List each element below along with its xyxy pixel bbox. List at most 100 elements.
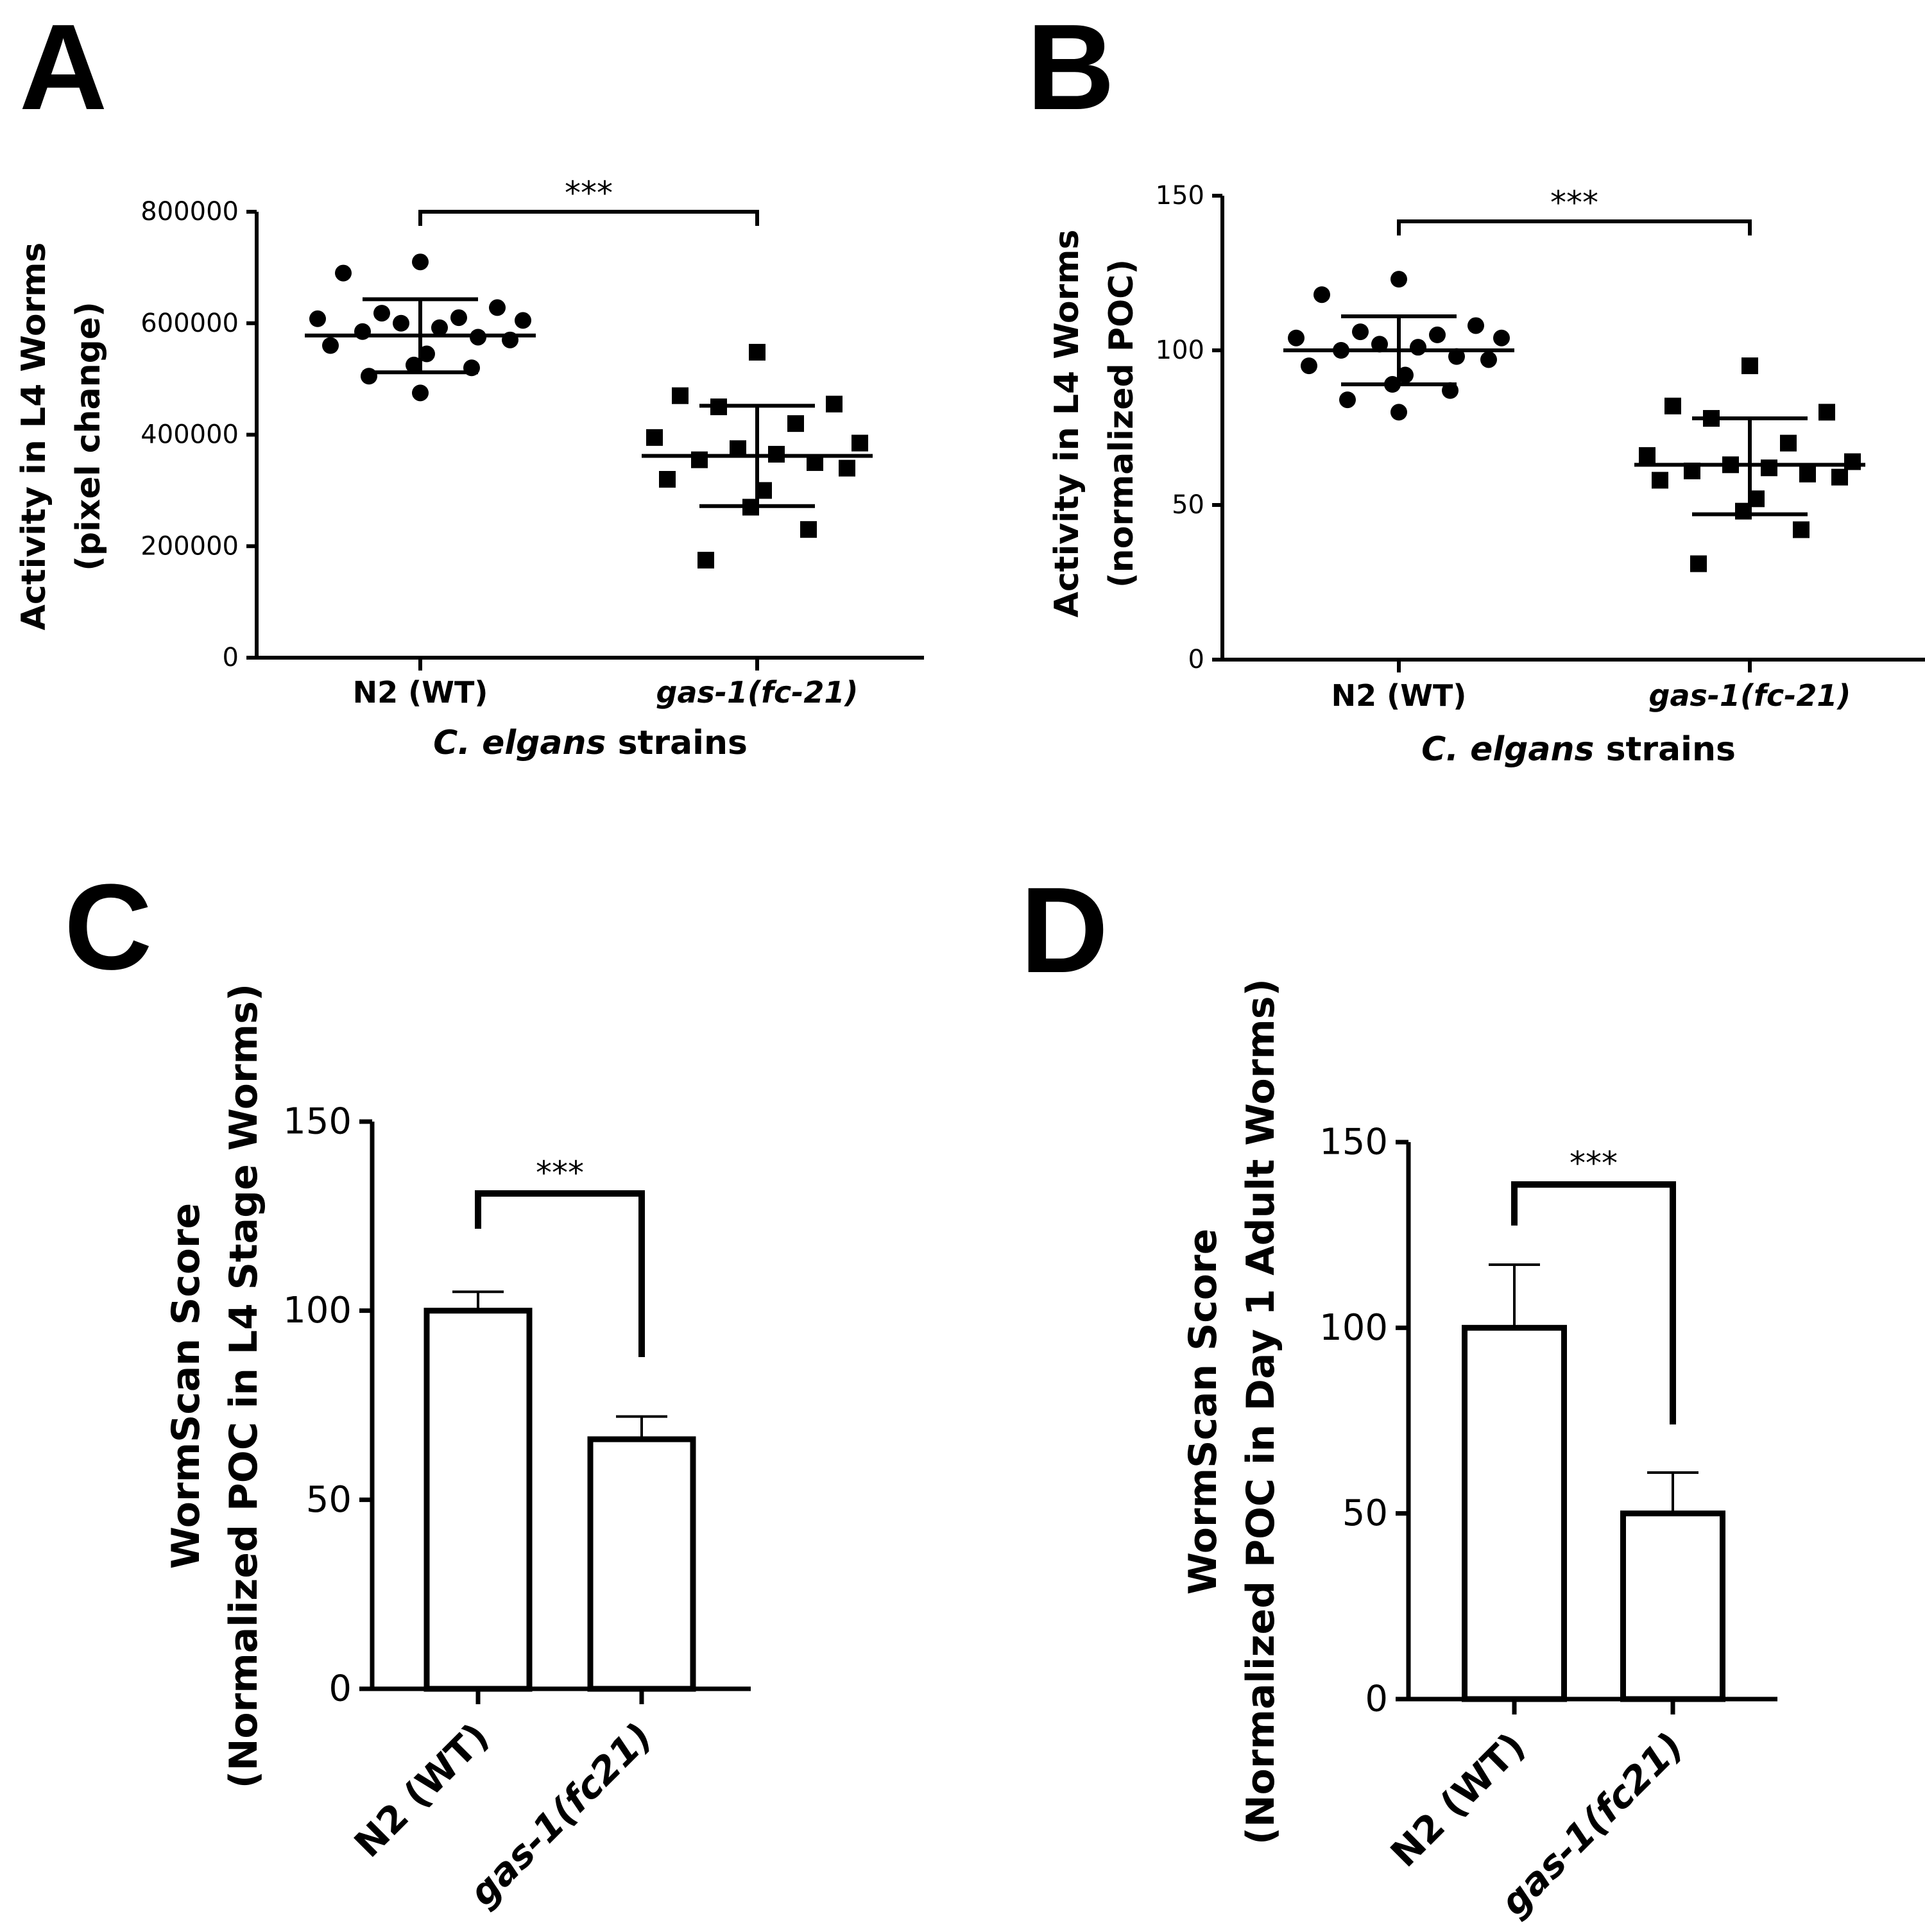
y-axis-title-line2: (Normalized POC in Day 1 Adult Worms) [1238,979,1283,1845]
data-point [1722,456,1739,474]
data-point [1448,348,1465,365]
data-point [1741,357,1758,375]
y-tick-label: 150 [1319,1122,1388,1163]
data-point [787,415,804,432]
data-point [463,359,480,377]
data-point [749,343,766,361]
x-axis-title-italic: C. elgans [433,724,606,762]
data-point [322,337,339,354]
y-tick-label: 100 [1156,336,1204,365]
data-point [1684,462,1700,479]
y-axis-title-line2: (pixel change) [69,302,108,571]
data-point [450,309,467,327]
data-point [1390,404,1407,421]
data-point [1493,329,1510,346]
data-point [361,368,377,385]
data-point [1652,472,1668,489]
bar [1462,1324,1567,1702]
y-axis-title-line1: Activity in L4 Worms [15,243,53,631]
y-axis-title-line2: (normalized POC) [1102,259,1141,588]
y-tick-label: 0 [1188,645,1204,674]
data-point [489,299,506,316]
panel-a: A 0 200000 400000 600000 800000 N2 (WT) gas-1(f… [15,0,924,762]
y-tick-label: 800000 [141,197,239,227]
y-axis-title-line1: WormScan Score [1181,1229,1226,1595]
y-tick-label: 100 [283,1290,352,1331]
data-point [1664,397,1681,415]
x-category-label: N2 (WT) [346,1714,497,1866]
x-axis-title-rest: strains [1594,730,1735,769]
data-point [1793,521,1810,538]
data-point [646,429,663,446]
data-point [412,253,429,271]
data-point [1384,376,1401,393]
data-point [1390,271,1407,288]
x-category-label: N2 (WT) [1331,678,1467,713]
y-tick-label: 0 [1365,1679,1388,1720]
data-point [1761,459,1777,477]
data-point [1410,339,1426,356]
data-point [431,319,448,336]
panel-letter: A [19,0,107,135]
panel-b: B 0 50 100 150 N2 (WT) gas-1(fc-21) Activity in… [1027,0,1925,769]
x-axis-title-rest: strains [606,724,747,762]
significance-bracket [418,210,759,226]
y-tick-label: 400000 [141,420,239,450]
y-tick-label: 50 [306,1479,352,1521]
data-point [742,499,759,516]
panel-letter: D [1020,862,1108,998]
y-tick-label: 0 [223,643,239,672]
x-category-label: gas-1(fc-21) [656,675,859,710]
data-point [1339,391,1356,409]
data-point [1442,382,1459,399]
data-point [839,459,855,477]
x-axis-title: C. elgans strains [433,724,748,762]
data-point [502,331,518,348]
data-point [1480,351,1497,368]
panel-letter: C [64,859,152,995]
data-point [1352,323,1369,341]
data-point [406,356,422,373]
y-tick-label: 100 [1319,1307,1388,1349]
data-point [1313,286,1330,303]
y-tick-label: 600000 [141,309,239,338]
significance-stars: *** [536,1154,584,1192]
significance-stars: *** [565,175,613,212]
significance-stars: *** [1550,184,1598,221]
data-point [1690,555,1707,572]
data-point [373,305,390,322]
data-point [1735,502,1752,520]
data-point [851,434,868,452]
data-point [1371,336,1388,353]
data-point [697,551,714,568]
data-point [768,445,785,463]
x-category-label: N2 (WT) [353,675,488,710]
y-tick-label: 200000 [141,531,239,561]
data-point [755,482,772,499]
data-point [826,395,843,413]
data-point [1429,326,1446,343]
data-point [659,471,676,488]
significance-stars: *** [1570,1145,1618,1182]
data-point [1467,317,1484,334]
x-axis-title-italic: C. elgans [1421,730,1594,769]
data-point [470,329,486,346]
data-point [1301,357,1317,375]
data-point [335,264,352,282]
data-point [412,384,429,402]
data-point [710,398,727,416]
significance-bracket [1511,1181,1676,1424]
data-point [1780,434,1797,452]
bar [1620,1510,1725,1702]
bar [587,1436,696,1692]
y-tick-label: 0 [329,1668,352,1710]
data-point [1397,366,1414,384]
data-point [1818,404,1835,421]
y-tick-label: 150 [283,1101,352,1143]
data-point [354,323,371,340]
data-point [1639,447,1656,464]
data-point [807,454,823,471]
x-category-label: gas-1(fc-21) [1649,678,1851,713]
